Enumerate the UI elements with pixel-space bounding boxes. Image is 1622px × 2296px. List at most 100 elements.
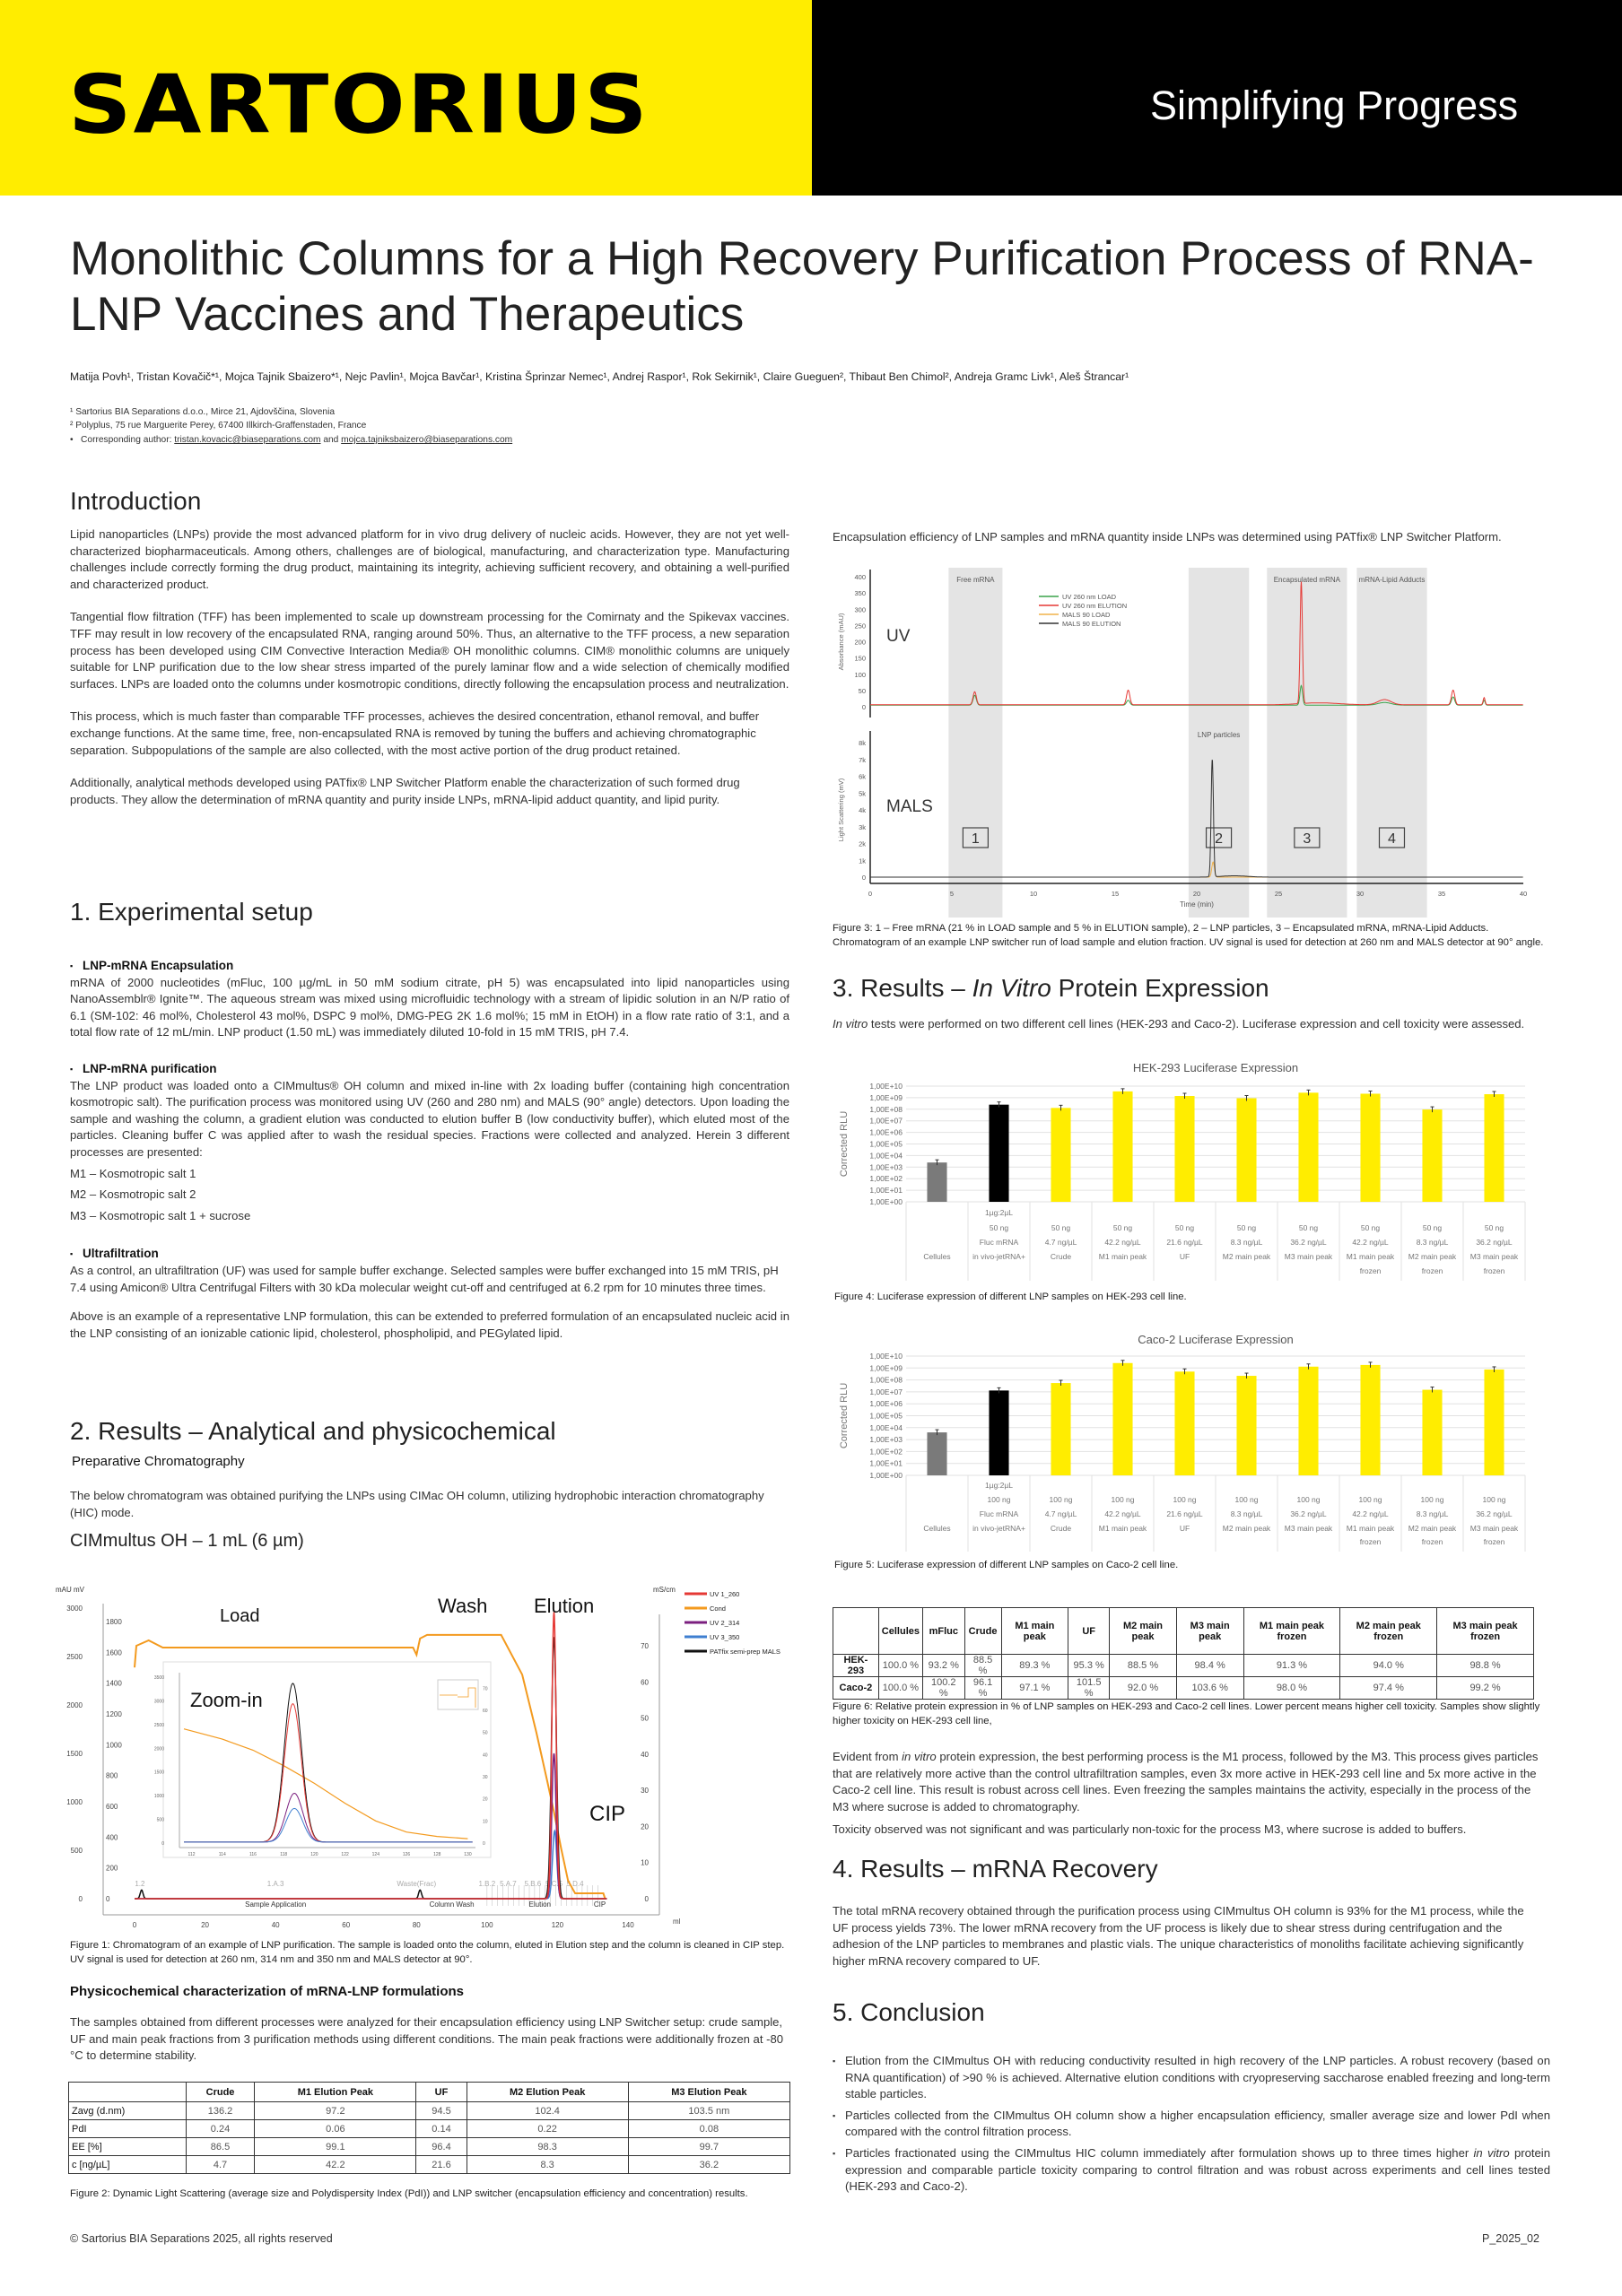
- caco2-luciferase-chart: Caco-2 Luciferase Expression Corrected RL…: [839, 1333, 1526, 1552]
- column-header: Crude: [185, 2082, 256, 2102]
- y-tick-label: 1,00E+07: [869, 1117, 903, 1126]
- y-axis-label: Light Scattering (mV): [837, 778, 845, 841]
- table-row: PdI 0.24 0.06 0.14 0.22 0.08: [68, 2119, 791, 2138]
- table-cell: 102.4: [466, 2101, 629, 2120]
- category-label: 8.3 ng/µL: [1231, 1238, 1263, 1247]
- inset-x-tick: 116: [249, 1852, 257, 1857]
- y-tick-label: 1,00E+08: [869, 1376, 903, 1385]
- row-header: HEK-293: [833, 1654, 879, 1677]
- shaded-region: [1267, 568, 1347, 918]
- y-tick-label-right: 50: [641, 1715, 649, 1723]
- physicochemical-text: The samples obtained from different proc…: [70, 2015, 784, 2063]
- table-row: HEK-293 100.0 % 93.2 % 88.5 % 89.3 % 95.3 % 88…: [833, 1654, 1534, 1677]
- category-label: 50 ng: [1361, 1223, 1381, 1232]
- inset-right-tick: 30: [483, 1775, 488, 1780]
- email-link-2[interactable]: mojca.tajniksbaizero@biaseparations.com: [341, 435, 513, 445]
- inset-trace: [184, 1807, 473, 1843]
- category-label: 50 ng: [990, 1223, 1009, 1232]
- y-tick-label-mAU: 0: [79, 1895, 83, 1903]
- category-label: frozen: [1484, 1537, 1505, 1546]
- author-list: Matija Povh¹, Tristan Kovačič*¹, Mojca T…: [70, 370, 1129, 383]
- y-tick-label: 1,00E+01: [869, 1186, 903, 1195]
- category-label: 36.2 ng/µL: [1290, 1238, 1327, 1247]
- phase-label: Elution: [534, 1595, 594, 1617]
- poster-code: P_2025_02: [1482, 2232, 1539, 2245]
- category-label: Fluc mRNA: [980, 1238, 1019, 1247]
- y-tick-label: 1,00E+02: [869, 1447, 903, 1456]
- table-header-row: Crude M1 Elution Peak UF M2 Elution Peak M3 …: [68, 2082, 791, 2102]
- category-label: Cellules: [923, 1252, 950, 1261]
- copyright: © Sartorius BIA Separations 2025, all ri…: [70, 2232, 333, 2245]
- email-link-1[interactable]: tristan.kovacic@biaseparations.com: [174, 435, 321, 445]
- conclusion-list: Elution from the CIMmultus OH with reduc…: [833, 2053, 1550, 2196]
- introduction-heading: Introduction: [70, 487, 202, 515]
- step-label: Column Wash: [430, 1900, 475, 1909]
- intro-paragraph: Lipid nanoparticles (LNPs) provide the m…: [70, 527, 789, 591]
- table-cell: 89.3 %: [1000, 1654, 1069, 1677]
- x-tick-label: 0: [133, 1921, 137, 1928]
- category-label: 100 ng: [1235, 1495, 1259, 1504]
- fraction-number: 3: [1303, 831, 1311, 847]
- y-tick-label: 0: [862, 874, 866, 882]
- y-tick-label: 1,00E+06: [869, 1399, 903, 1408]
- relative-expression-table: Cellules mFluc Crude M1 main peak UF M2 main …: [833, 1607, 1534, 1700]
- c3-b: protein expression and comparable partic…: [845, 2145, 1550, 2194]
- category-label: frozen: [1422, 1266, 1443, 1275]
- conclusion-item: Particles fractionated using the CIMmult…: [833, 2145, 1550, 2196]
- formulation-note: Above is an example of a representative …: [70, 1309, 789, 1340]
- invitro-text: In vitro tests were performed on two dif…: [833, 1016, 1550, 1033]
- fraction-label: 1.2: [135, 1880, 145, 1888]
- figure-5-caption: Figure 5: Luciferase expression of diffe…: [834, 1560, 1179, 1570]
- inset-y-tick: 1500: [154, 1770, 164, 1776]
- column-header: M2 main peak frozen: [1339, 1607, 1438, 1655]
- dls-results-table: Crude M1 Elution Peak UF M2 Elution Peak M3 …: [68, 2082, 791, 2174]
- inset-right-tick: 10: [483, 1819, 488, 1824]
- category-label: frozen: [1484, 1266, 1505, 1275]
- category-label: frozen: [1422, 1537, 1443, 1546]
- y-tick-label: 8k: [859, 739, 866, 747]
- fraction-label: 1.A.3: [267, 1880, 284, 1888]
- table-cell: 96.4: [415, 2137, 467, 2156]
- y-tick-label: 1,00E+07: [869, 1387, 903, 1396]
- bar: [1174, 1371, 1195, 1475]
- inset-y-tick: 3500: [154, 1675, 164, 1681]
- phase-label: Load: [220, 1606, 260, 1626]
- column-header: M1 main peak frozen: [1243, 1607, 1341, 1655]
- y-tick-label: 4k: [859, 806, 866, 814]
- inset-right-tick: 70: [483, 1686, 488, 1692]
- column-header: M2 main peak: [1109, 1607, 1177, 1655]
- category-label: 50 ng: [1299, 1223, 1319, 1232]
- category-label: M2 main peak: [1408, 1524, 1457, 1533]
- y-tick-label-mV: 1800: [106, 1618, 122, 1626]
- y-tick-label-right: 20: [641, 1822, 649, 1831]
- category-label: frozen: [1360, 1537, 1382, 1546]
- table-cell: 93.2 %: [921, 1654, 965, 1677]
- inset-y-tick: 500: [157, 1818, 165, 1823]
- fraction-label: 5.D.4: [567, 1880, 585, 1888]
- category-label: M3 main peak: [1470, 1524, 1519, 1533]
- inset-x-tick: 122: [341, 1852, 349, 1857]
- y-tick-label: 200: [854, 639, 866, 647]
- y-tick-label-mAU: 1500: [66, 1750, 83, 1758]
- category-label: 50 ng: [1485, 1223, 1504, 1232]
- y-tick-label: 150: [854, 655, 866, 663]
- y-tick-label-mV: 200: [106, 1865, 118, 1873]
- evident-a: Evident from: [833, 1750, 903, 1763]
- category-label: frozen: [1360, 1266, 1382, 1275]
- bar: [1360, 1093, 1381, 1202]
- table-cell: 88.5 %: [964, 1654, 1002, 1677]
- column-title: CIMmultus OH – 1 mL (6 µm): [70, 1531, 304, 1551]
- category-label: 4.7 ng/µL: [1045, 1238, 1077, 1247]
- chart-title: Caco-2 Luciferase Expression: [1138, 1333, 1293, 1346]
- invitro-body: tests were performed on two different ce…: [868, 1017, 1525, 1031]
- y-tick-label-mAU: 500: [71, 1847, 83, 1855]
- y-tick-label-right: 10: [641, 1859, 649, 1867]
- bar: [989, 1390, 1009, 1475]
- y-tick-label-right: 40: [641, 1751, 649, 1759]
- table-cell: 86.5: [185, 2137, 256, 2156]
- inset-x-tick: 130: [464, 1852, 472, 1857]
- category-label: 1µg:2µL: [985, 1208, 1013, 1217]
- inset-y-tick: 3000: [154, 1699, 164, 1704]
- category-label: M1 main peak: [1347, 1252, 1395, 1261]
- y-tick-label: 1,00E+00: [869, 1471, 903, 1480]
